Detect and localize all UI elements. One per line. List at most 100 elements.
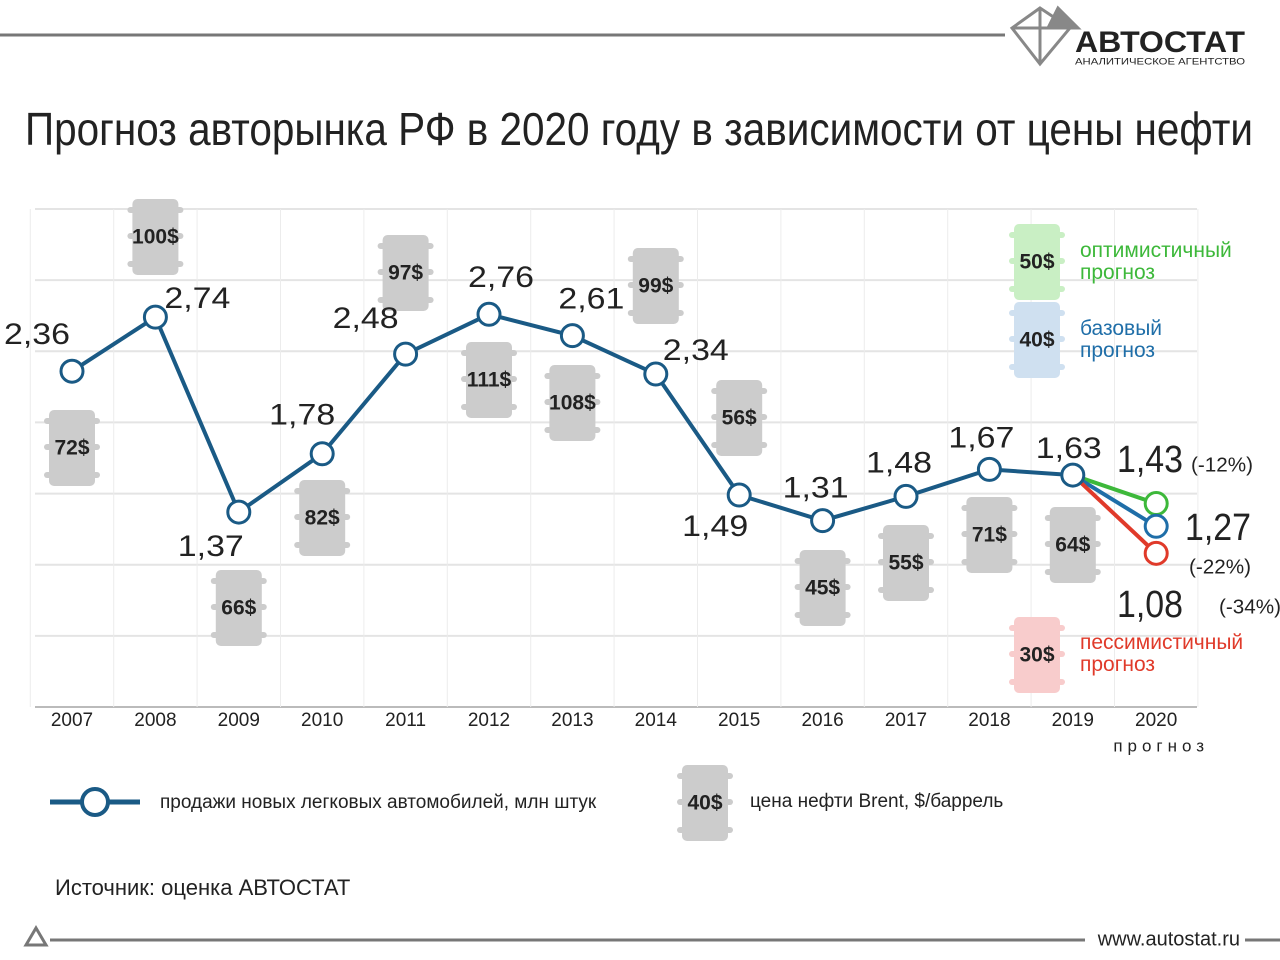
barrel-rim (711, 414, 768, 420)
legend-label: продажи новых легковых автомобилей, млн … (160, 792, 597, 813)
barrel-rim (544, 427, 601, 433)
barrel-rim (961, 505, 1018, 511)
chart-title: Прогноз авторынка РФ в 2020 году в завис… (25, 103, 1253, 155)
x-tick-label: 2014 (635, 710, 678, 731)
value-label: 1,67 (948, 421, 1014, 454)
barrel-rim (961, 531, 1018, 537)
barrel-rim (878, 587, 934, 593)
x-tick-label: 2018 (968, 710, 1010, 731)
barrel-label: 82$ (305, 507, 340, 530)
oil-barrel: 99$ (627, 248, 684, 324)
barrel-label: 45$ (805, 577, 840, 600)
barrel-label: 66$ (221, 597, 256, 620)
scenario-barrel: 50$ (1009, 224, 1065, 300)
url: www.autostat.ru (1097, 928, 1240, 950)
sales-point (559, 323, 585, 349)
barrel-label: 56$ (722, 407, 757, 430)
barrel-label: 64$ (1055, 534, 1090, 557)
barrel-label: 99$ (638, 275, 673, 298)
barrel-rim (1009, 232, 1065, 238)
barrel-rim (711, 442, 768, 448)
barrel-label: 30$ (1019, 644, 1054, 667)
forecast-line (1071, 473, 1158, 529)
barrel-label: 111$ (467, 369, 512, 392)
barrel-rim (44, 472, 100, 478)
barrel-rim (1009, 310, 1065, 316)
oil-barrel: 71$ (961, 497, 1018, 573)
barrel-label: 72$ (54, 437, 89, 460)
barrel-rim (127, 207, 184, 213)
barrel-rim (44, 418, 100, 424)
x-tick-label: 2017 (885, 710, 927, 731)
legend-barrel: 40$ (677, 765, 733, 841)
barrel-rim (1009, 625, 1065, 631)
barrel-label: 55$ (888, 552, 923, 575)
footer-icon (23, 925, 49, 947)
x-tick-label: 2007 (51, 710, 93, 731)
barrel-rim (127, 261, 184, 267)
forecast-point (1143, 540, 1169, 566)
barrel-label: 100$ (132, 226, 179, 249)
value-label: 2,74 (164, 282, 230, 315)
oil-barrel: 55$ (878, 525, 934, 601)
sales-point (1060, 462, 1086, 488)
value-label: 2,76 (468, 261, 534, 294)
barrel-label: 40$ (687, 792, 722, 815)
barrel-rim (1009, 364, 1065, 370)
value-label: 1,78 (269, 399, 335, 432)
scenario-label: базовый прогноз (1080, 317, 1163, 362)
barrel-rim (677, 799, 733, 805)
barrel-rim (711, 388, 768, 394)
forecast-point (1143, 491, 1169, 517)
tagline: АНАЛИТИЧЕСКОЕ АГЕНТСТВО (1075, 56, 1245, 66)
value-label: 1,49 (682, 510, 748, 543)
barrel-rim (1009, 679, 1065, 685)
x-tick-label: 2020 (1135, 710, 1177, 731)
oil-barrel: 82$ (294, 480, 351, 556)
barrel-rim (677, 773, 733, 779)
value-label: 2,36 (4, 318, 70, 351)
barrel-rim (794, 558, 851, 564)
barrel-rim (878, 533, 934, 539)
x-tick-label: 2010 (301, 710, 343, 731)
value-label: 2,61 (558, 283, 624, 316)
sales-point (726, 482, 752, 508)
barrel-rim (294, 488, 351, 494)
forecast-note: прогноз (1113, 736, 1209, 755)
value-label: 2,48 (333, 302, 399, 335)
forecast-change: (-34%) (1219, 596, 1280, 618)
barrel-rim (627, 256, 684, 262)
value-label: 1,37 (178, 530, 244, 563)
barrel-label: 40$ (1019, 329, 1054, 352)
barrel-label: 108$ (549, 392, 596, 415)
forecast-point (1143, 513, 1169, 539)
barrel-rim (878, 559, 934, 565)
barrel-rim (294, 542, 351, 548)
barrel-label: 50$ (1019, 251, 1054, 274)
forecast-value-label: 1,27 (1185, 507, 1251, 549)
sales-point (810, 508, 836, 534)
forecast-value-label: 1,43 (1117, 439, 1183, 481)
value-label: 1,63 (1036, 432, 1102, 465)
sales-point (393, 341, 419, 367)
forecast-line (1071, 473, 1158, 555)
barrel-rim (210, 604, 267, 610)
sales-point (643, 361, 669, 387)
barrel-rim (377, 269, 434, 275)
scenario-label: оптимистичный прогноз (1080, 239, 1232, 284)
oil-barrel: 64$ (1044, 507, 1101, 583)
x-tick-label: 2008 (134, 710, 176, 731)
barrel-rim (627, 310, 684, 316)
barrel-label: 71$ (972, 524, 1007, 547)
barrel-rim (210, 578, 267, 584)
legend-label: цена нефти Brent, $/баррель (750, 791, 1003, 812)
oil-barrel: 66$ (210, 570, 267, 646)
oil-barrel: 56$ (711, 380, 768, 456)
oil-barrel: 111$ (461, 342, 517, 418)
logo-icon (1009, 5, 1082, 67)
barrel-rim (1044, 515, 1101, 521)
brand: АВТОСТАТ (1075, 26, 1245, 59)
barrel-rim (127, 233, 184, 239)
